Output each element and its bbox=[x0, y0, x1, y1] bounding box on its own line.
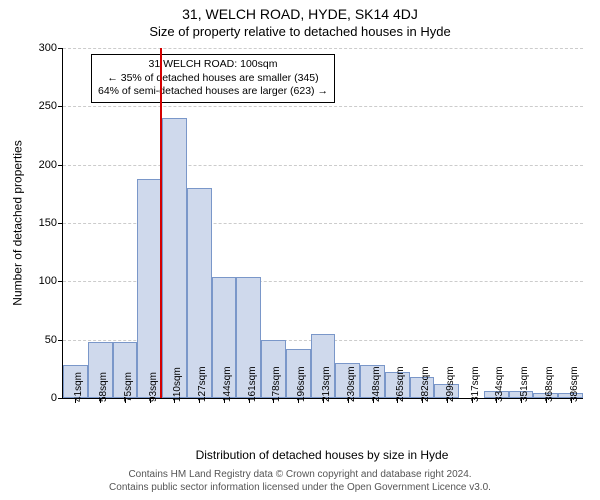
x-tick-label: 213sqm bbox=[321, 366, 332, 402]
x-tick-label: 127sqm bbox=[197, 366, 208, 402]
y-tick-label: 100 bbox=[39, 275, 63, 287]
x-tick-label: 110sqm bbox=[172, 367, 183, 402]
gridline bbox=[63, 165, 583, 166]
footer-attribution: Contains HM Land Registry data © Crown c… bbox=[0, 468, 600, 494]
x-axis-label: Distribution of detached houses by size … bbox=[62, 448, 582, 462]
x-tick-label: 248sqm bbox=[371, 366, 382, 402]
gridline bbox=[63, 48, 583, 49]
footer-line-1: Contains HM Land Registry data © Crown c… bbox=[0, 468, 600, 481]
y-tick-label: 50 bbox=[45, 334, 63, 346]
chart-title-sub: Size of property relative to detached ho… bbox=[0, 24, 600, 39]
annotation-line-2: ← 35% of detached houses are smaller (34… bbox=[98, 72, 328, 86]
x-tick-label: 75sqm bbox=[123, 372, 134, 402]
y-tick-label: 0 bbox=[51, 392, 63, 404]
x-tick-label: 351sqm bbox=[519, 366, 530, 402]
x-tick-label: 144sqm bbox=[222, 366, 233, 402]
histogram-bar bbox=[162, 118, 187, 398]
footer-line-2: Contains public sector information licen… bbox=[0, 481, 600, 494]
x-tick-label: 334sqm bbox=[494, 366, 505, 402]
reference-line bbox=[160, 48, 162, 398]
y-tick-label: 300 bbox=[39, 42, 63, 54]
x-tick-label: 58sqm bbox=[98, 372, 109, 402]
x-tick-label: 282sqm bbox=[420, 366, 431, 402]
y-axis-label: Number of detached properties bbox=[10, 48, 26, 398]
x-tick-label: 196sqm bbox=[296, 366, 307, 402]
x-tick-label: 161sqm bbox=[247, 366, 258, 402]
x-tick-label: 230sqm bbox=[346, 366, 357, 402]
y-tick-label: 150 bbox=[39, 217, 63, 229]
y-tick-label: 200 bbox=[39, 159, 63, 171]
y-tick-label: 250 bbox=[39, 100, 63, 112]
x-tick-label: 178sqm bbox=[271, 366, 282, 402]
x-tick-label: 317sqm bbox=[470, 366, 481, 402]
plot-area: 31 WELCH ROAD: 100sqm ← 35% of detached … bbox=[62, 48, 583, 399]
x-tick-label: 368sqm bbox=[544, 366, 555, 402]
x-tick-label: 93sqm bbox=[148, 372, 159, 402]
annotation-line-1: 31 WELCH ROAD: 100sqm bbox=[98, 58, 328, 72]
x-tick-label: 386sqm bbox=[569, 366, 580, 402]
chart-container: 31, WELCH ROAD, HYDE, SK14 4DJ Size of p… bbox=[0, 0, 600, 500]
x-tick-label: 41sqm bbox=[73, 372, 84, 402]
gridline bbox=[63, 106, 583, 107]
chart-title-main: 31, WELCH ROAD, HYDE, SK14 4DJ bbox=[0, 6, 600, 22]
histogram-bar bbox=[137, 179, 162, 398]
annotation-line-3: 64% of semi-detached houses are larger (… bbox=[98, 85, 328, 99]
x-tick-label: 265sqm bbox=[395, 366, 406, 402]
x-tick-label: 299sqm bbox=[445, 366, 456, 402]
annotation-box: 31 WELCH ROAD: 100sqm ← 35% of detached … bbox=[91, 54, 335, 103]
